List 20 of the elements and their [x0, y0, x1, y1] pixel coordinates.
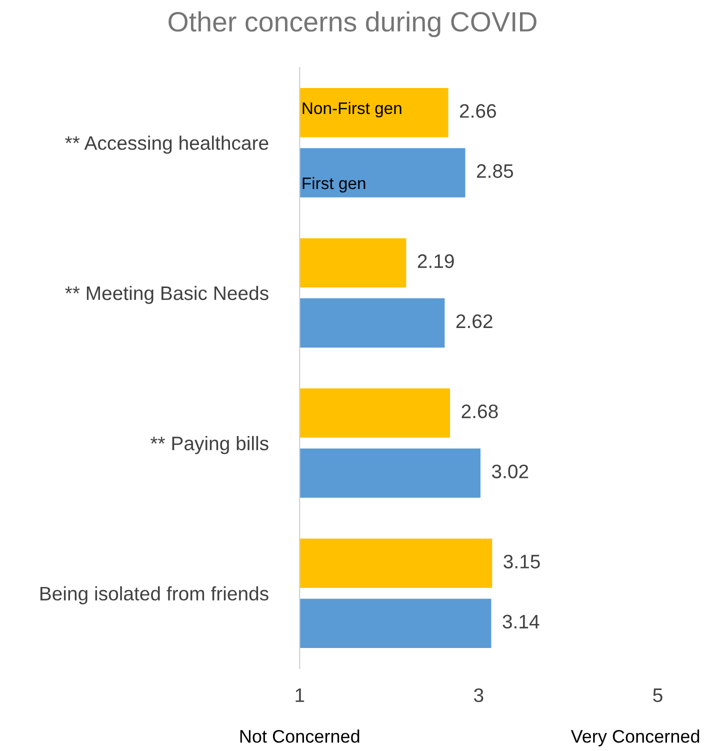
data-label: 3.14 — [502, 614, 540, 629]
y-tick-label: ** Meeting Basic Needs — [65, 286, 268, 304]
x-tick-label: 1 — [296, 688, 304, 702]
data-label: 2.19 — [418, 254, 454, 268]
data-label: 3.02 — [492, 464, 528, 478]
data-label: 3.15 — [504, 554, 540, 568]
x-tick-label: 5 — [653, 688, 662, 702]
data-label: 2.62 — [456, 314, 492, 328]
data-label: 2.85 — [476, 164, 514, 178]
y-tick-label: ** Accessing healthcare — [65, 136, 268, 154]
series-label: First gen — [302, 176, 366, 193]
data-label: 2.68 — [462, 404, 498, 418]
x-tick-label: 3 — [474, 688, 484, 702]
series-label: Non-First gen — [302, 102, 402, 118]
data-label: 2.66 — [460, 104, 496, 118]
text: Very Concerned — [570, 730, 700, 746]
chart-title: Other concerns during COVID — [168, 11, 536, 38]
text: Not Concerned — [240, 730, 360, 743]
y-tick-label: ** Paying bills — [150, 436, 268, 454]
y-tick-label: Being isolated from friends — [40, 586, 268, 604]
